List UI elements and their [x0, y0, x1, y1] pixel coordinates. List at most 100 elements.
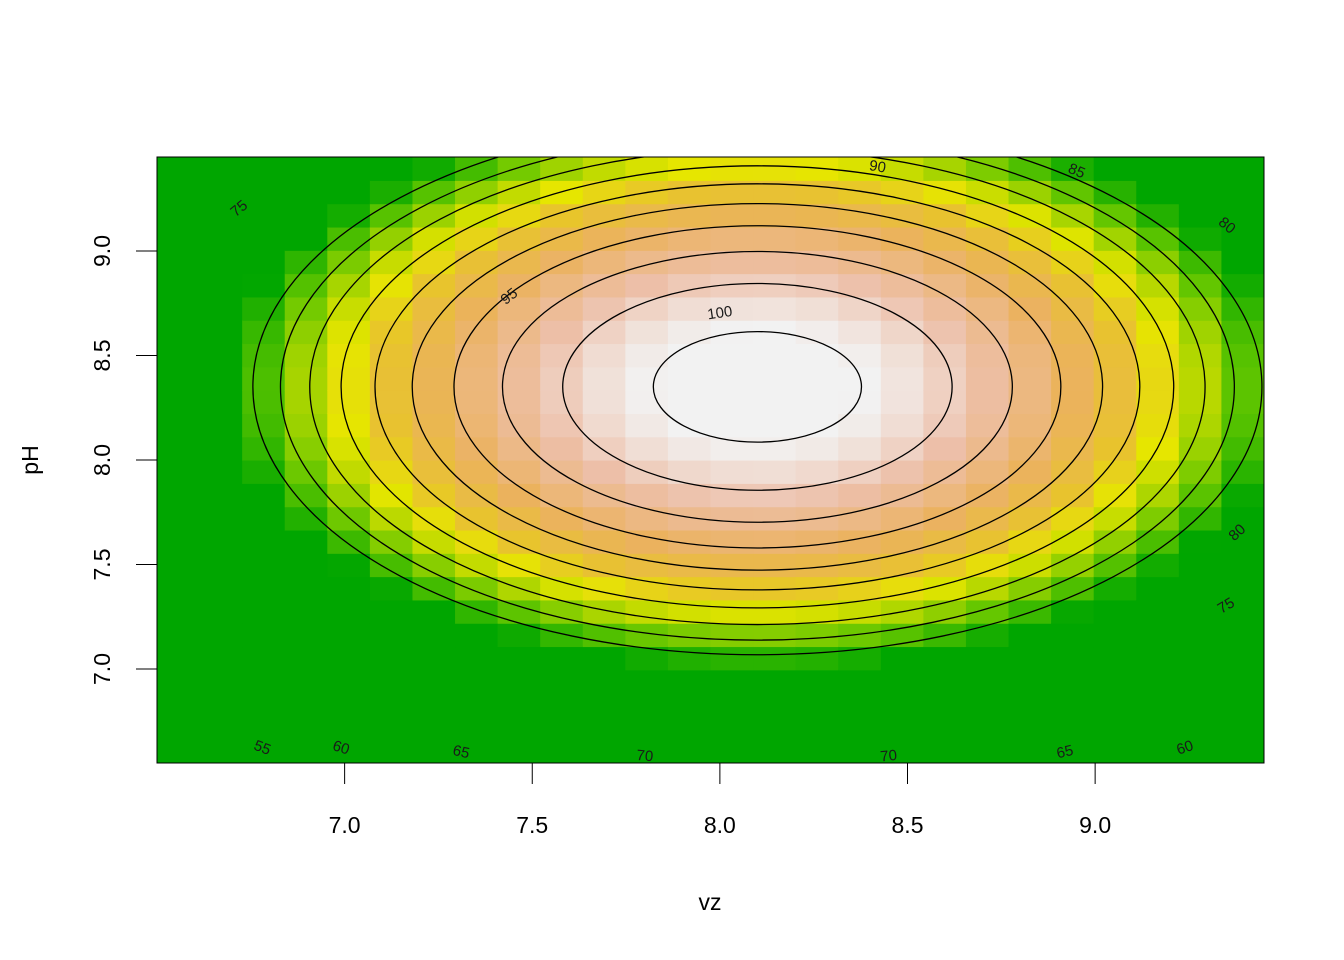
heatmap-cell: [1221, 553, 1264, 578]
heatmap-cell: [1136, 576, 1180, 601]
heatmap-cell: [1008, 646, 1052, 671]
heatmap-cell: [1093, 436, 1137, 461]
heatmap-cell: [880, 506, 924, 531]
heatmap-cell: [667, 553, 712, 578]
heatmap-cell: [412, 413, 456, 438]
heatmap-cell: [880, 250, 924, 275]
heatmap-cell: [923, 273, 967, 298]
heatmap-cell: [1008, 413, 1052, 438]
heatmap-cell: [1136, 599, 1180, 624]
heatmap-cell: [1221, 669, 1264, 694]
heatmap-cell: [753, 506, 797, 531]
heatmap-cell: [753, 553, 797, 578]
heatmap-cell: [412, 506, 456, 531]
heatmap-cell: [412, 366, 456, 391]
heatmap-cell: [625, 646, 669, 671]
heatmap-cell: [753, 226, 797, 251]
heatmap-cell: [327, 273, 371, 298]
heatmap-cell: [838, 716, 882, 741]
heatmap-cell: [1221, 366, 1264, 391]
heatmap-cell: [1008, 669, 1052, 694]
heatmap-cell: [157, 343, 201, 368]
heatmap-cell: [369, 693, 414, 717]
heatmap-cell: [965, 157, 1010, 181]
heatmap-cell: [369, 739, 414, 763]
heatmap-cell: [1136, 343, 1180, 368]
heatmap-cell: [795, 157, 839, 181]
heatmap-cell: [1008, 483, 1052, 508]
heatmap-cell: [838, 203, 882, 228]
heatmap-cell: [838, 180, 882, 205]
heatmap-cell: [838, 669, 882, 694]
heatmap-cell: [582, 460, 626, 484]
heatmap-cell: [327, 576, 371, 601]
heatmap-cell: [753, 203, 797, 228]
heatmap-cell: [242, 180, 286, 205]
heatmap-cell: [1221, 296, 1264, 321]
heatmap-cell: [284, 529, 328, 554]
heatmap-cell: [199, 390, 243, 414]
heatmap-cell: [1051, 413, 1095, 438]
heatmap-cell: [455, 366, 499, 391]
heatmap-cell: [965, 576, 1010, 601]
heatmap-cell: [1051, 739, 1095, 763]
heatmap-cell: [199, 157, 243, 181]
heatmap-cell: [880, 483, 924, 508]
heatmap-cell: [199, 436, 243, 461]
heatmap-cell: [1178, 576, 1223, 601]
heatmap-cell: [753, 483, 797, 508]
heatmap-cell: [838, 483, 882, 508]
heatmap-cell: [667, 623, 712, 648]
heatmap-cell: [1221, 506, 1264, 531]
heatmap-cell: [795, 413, 839, 438]
heatmap-cell: [795, 436, 839, 461]
heatmap-cell: [753, 669, 797, 694]
heatmap-cell: [1008, 157, 1052, 181]
heatmap-cell: [880, 226, 924, 251]
heatmap-cell: [1221, 646, 1264, 671]
heatmap-cell: [369, 623, 414, 648]
heatmap-cell: [965, 273, 1010, 298]
heatmap-cell: [710, 157, 754, 181]
heatmap-cell: [625, 413, 669, 438]
heatmap-cell: [1093, 623, 1137, 648]
heatmap-cell: [497, 599, 541, 624]
heatmap-cell: [1136, 366, 1180, 391]
heatmap-cell: [667, 343, 712, 368]
heatmap-cell: [795, 599, 839, 624]
heatmap-cell: [582, 250, 626, 275]
heatmap-cell: [965, 390, 1010, 414]
heatmap-cell: [1051, 436, 1095, 461]
heatmap-cell: [497, 669, 541, 694]
heatmap-cell: [242, 553, 286, 578]
x-tick-label: 9.0: [1079, 812, 1111, 838]
heatmap-cell: [199, 413, 243, 438]
heatmap-cell: [838, 529, 882, 554]
heatmap-cell: [412, 273, 456, 298]
heatmap-cell: [1136, 739, 1180, 763]
heatmap-cell: [625, 343, 669, 368]
heatmap-cell: [369, 320, 414, 345]
contour-line-100: [652, 330, 863, 443]
heatmap-cell: [1221, 739, 1264, 763]
heatmap-cell: [880, 390, 924, 414]
heatmap-cell: [157, 226, 201, 251]
heatmap-cell: [497, 180, 541, 205]
heatmap-cell: [327, 343, 371, 368]
heatmap-cell: [1093, 203, 1137, 228]
heatmap-cell: [667, 483, 712, 508]
heatmap-cell: [199, 553, 243, 578]
heatmap-cell: [1008, 460, 1052, 484]
heatmap-cell: [199, 343, 243, 368]
heatmap-cell: [157, 716, 201, 741]
heatmap-cell: [369, 460, 414, 484]
heatmap-cell: [242, 460, 286, 484]
heatmap-cell: [242, 226, 286, 251]
heatmap-cell: [923, 739, 967, 763]
heatmap-cell: [582, 273, 626, 298]
heatmap-cell: [327, 483, 371, 508]
heatmap-cell: [455, 180, 499, 205]
heatmap-cell: [1136, 483, 1180, 508]
heatmap-cell: [838, 343, 882, 368]
